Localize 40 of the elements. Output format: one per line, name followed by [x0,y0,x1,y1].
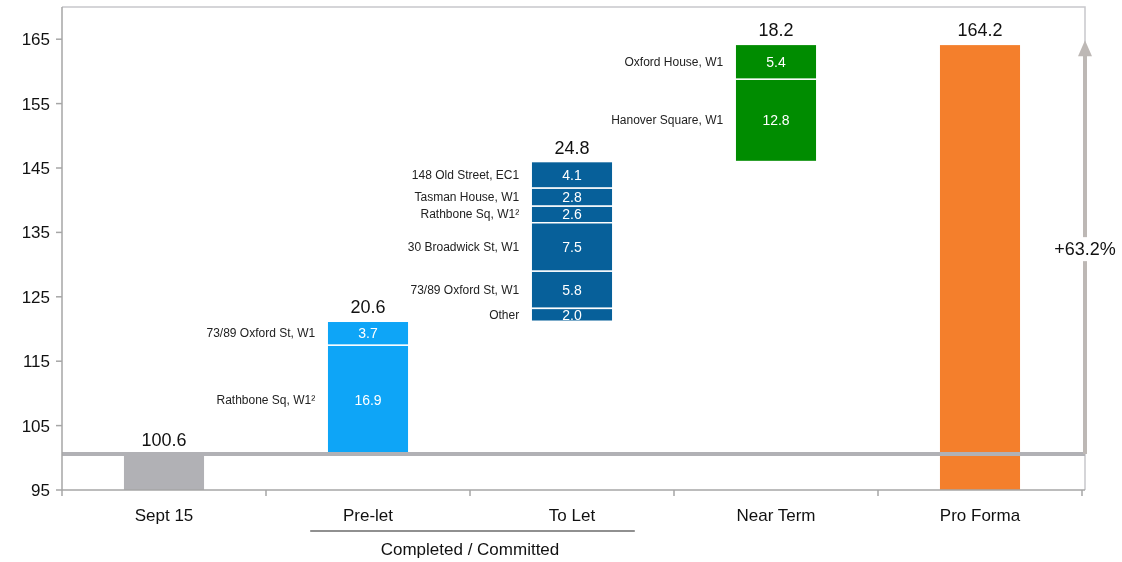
data-label: 5.4 [766,53,786,70]
y-tick-label: 115 [22,352,50,372]
x-tick-label: Pre-let [342,506,394,525]
series-label: Hanover Square, W1 [611,113,724,128]
y-tick-label: 165 [21,30,50,50]
data-label: 164.2 [957,20,1003,41]
series-label: Rathbone Sq, W1² [216,392,316,407]
text: Completed / Committed [380,540,560,559]
data-label: 2.0 [562,306,582,323]
text: Rathbone Sq, W1² [420,207,520,222]
y-tick-label: 155 [21,94,50,114]
annotation: 20.6 [350,297,386,318]
x-tick-label: Sept 15 [134,506,194,525]
y-tick-label: 135 [21,223,50,243]
data-label: 100.6 [141,429,187,450]
text: 73/89 Oxford St, W1 [410,282,520,297]
annotation: +63.2% [1054,239,1116,260]
y-tick-label: 145 [21,159,50,178]
series-label: 148 Old Street, EC1 [411,167,520,182]
data-label: 16.9 [354,391,382,408]
series-label: Oxford House, W1 [624,54,724,69]
x-tick-label: To Let [548,506,596,525]
series-label: 73/89 Oxford St, W1 [206,326,316,341]
series-label: Tasman House, W1 [414,189,520,204]
x-tick-label: Near Term [736,506,816,525]
data-label: 12.8 [762,112,790,129]
data-label: 5.8 [562,281,582,298]
y-tick-label: 125 [21,287,50,307]
data-label: 2.6 [562,206,582,223]
annotation: 18.2 [758,20,794,41]
data-label: 7.5 [562,238,582,255]
series-label: 30 Broadwick St, W1 [407,239,520,254]
x-tick-label: Pro Forma [939,506,1021,525]
series-label: Other [489,307,520,322]
y-tick-label: 105 [21,416,50,436]
data-label: 2.8 [562,188,582,205]
annotation: 24.8 [554,137,590,158]
data-label: 3.7 [358,325,378,342]
y-tick-label: 95 [31,481,50,500]
data-label: 4.1 [562,166,582,183]
